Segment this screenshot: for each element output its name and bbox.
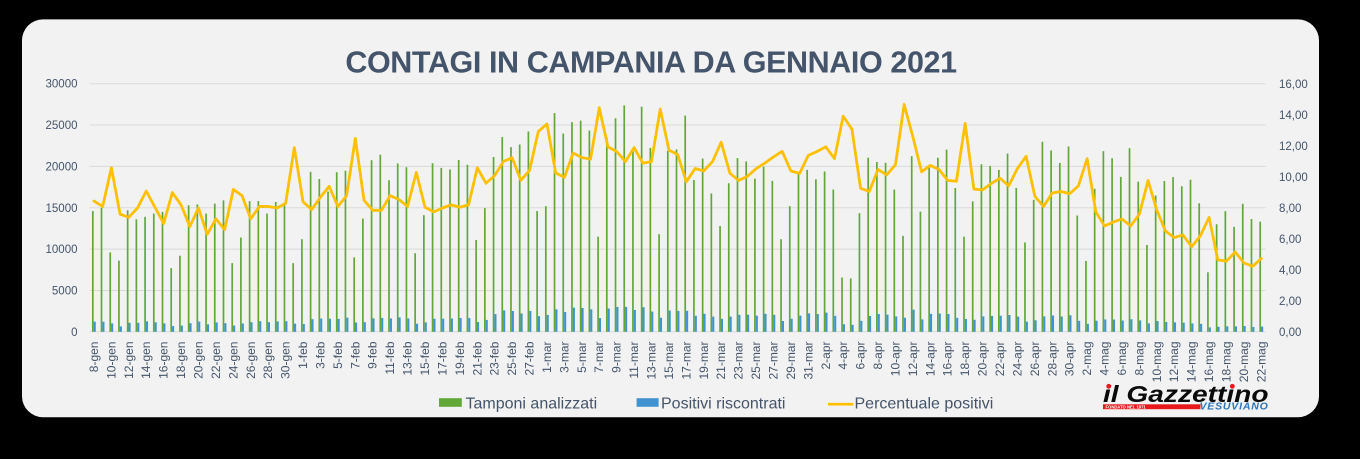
svg-text:24-gen: 24-gen xyxy=(226,342,240,379)
svg-text:11-feb: 11-feb xyxy=(383,341,397,374)
svg-text:10-mag: 10-mag xyxy=(1150,342,1164,383)
svg-text:12,00: 12,00 xyxy=(1279,141,1308,153)
svg-text:30000: 30000 xyxy=(46,79,78,91)
svg-text:8-gen: 8-gen xyxy=(87,342,101,373)
svg-text:18-gen: 18-gen xyxy=(174,342,188,379)
svg-text:5-feb: 5-feb xyxy=(331,341,345,369)
svg-text:23-feb: 23-feb xyxy=(488,341,502,375)
svg-text:1-feb: 1-feb xyxy=(296,341,310,369)
svg-text:CONTAGI IN CAMPANIA DA GENNAIO: CONTAGI IN CAMPANIA DA GENNAIO 2021 xyxy=(345,46,957,80)
svg-text:7-mar: 7-mar xyxy=(592,342,606,373)
svg-text:6-apr: 6-apr xyxy=(854,341,868,369)
svg-text:12-mag: 12-mag xyxy=(1167,342,1181,383)
svg-text:Tamponi analizzati: Tamponi analizzati xyxy=(466,396,598,413)
svg-text:14-gen: 14-gen xyxy=(139,342,153,379)
svg-text:6,00: 6,00 xyxy=(1279,234,1301,246)
svg-text:7-feb: 7-feb xyxy=(348,341,362,369)
svg-text:3-feb: 3-feb xyxy=(313,341,327,369)
svg-text:26-apr: 26-apr xyxy=(1028,341,1042,376)
svg-text:6-mag: 6-mag xyxy=(1115,342,1129,376)
svg-text:16,00: 16,00 xyxy=(1279,79,1308,91)
svg-text:20-gen: 20-gen xyxy=(192,342,206,379)
svg-text:10000: 10000 xyxy=(46,244,78,256)
svg-text:25000: 25000 xyxy=(46,120,78,132)
svg-text:19-feb: 19-feb xyxy=(453,341,467,375)
svg-text:22-apr: 22-apr xyxy=(993,341,1007,376)
svg-text:2,00: 2,00 xyxy=(1279,296,1301,308)
svg-text:20-apr: 20-apr xyxy=(976,341,990,376)
svg-text:15-mar: 15-mar xyxy=(662,342,676,380)
svg-text:FONDATO NEL 1971: FONDATO NEL 1971 xyxy=(1106,404,1147,409)
svg-text:2-mag: 2-mag xyxy=(1080,342,1094,376)
svg-text:17-feb: 17-feb xyxy=(435,341,449,375)
svg-text:25-mar: 25-mar xyxy=(749,342,763,380)
svg-text:9-feb: 9-feb xyxy=(366,341,380,369)
svg-text:4,00: 4,00 xyxy=(1279,265,1301,277)
svg-text:9-mar: 9-mar xyxy=(610,342,624,373)
svg-text:10-apr: 10-apr xyxy=(888,341,902,376)
svg-text:4-apr: 4-apr xyxy=(836,341,850,369)
svg-text:20000: 20000 xyxy=(46,161,78,173)
svg-text:18-apr: 18-apr xyxy=(958,341,972,376)
svg-text:5000: 5000 xyxy=(52,285,78,297)
svg-text:il Gazzettino: il Gazzettino xyxy=(1103,381,1269,407)
svg-text:Percentuale positivi: Percentuale positivi xyxy=(855,396,994,413)
svg-text:15000: 15000 xyxy=(46,203,78,215)
svg-text:23-mar: 23-mar xyxy=(732,342,746,380)
svg-text:12-apr: 12-apr xyxy=(906,341,920,376)
svg-text:3-mar: 3-mar xyxy=(557,342,571,373)
svg-text:18-mag: 18-mag xyxy=(1220,342,1234,383)
svg-text:4-mag: 4-mag xyxy=(1098,342,1112,376)
svg-text:29-mar: 29-mar xyxy=(784,342,798,380)
svg-text:8-apr: 8-apr xyxy=(871,341,885,369)
svg-text:10,00: 10,00 xyxy=(1279,172,1308,184)
svg-text:22-mag: 22-mag xyxy=(1254,342,1268,383)
svg-text:25-feb: 25-feb xyxy=(505,341,519,375)
svg-text:19-mar: 19-mar xyxy=(697,342,711,380)
svg-text:30-gen: 30-gen xyxy=(279,342,293,379)
svg-text:Positivi riscontrati: Positivi riscontrati xyxy=(661,396,785,413)
svg-text:24-apr: 24-apr xyxy=(1010,341,1024,376)
svg-text:28-gen: 28-gen xyxy=(261,342,275,379)
svg-text:30-apr: 30-apr xyxy=(1063,341,1077,376)
svg-text:31-mar: 31-mar xyxy=(801,342,815,380)
svg-text:16-gen: 16-gen xyxy=(157,342,171,379)
svg-text:2-apr: 2-apr xyxy=(819,341,833,369)
svg-text:21-feb: 21-feb xyxy=(470,341,484,375)
svg-text:0,00: 0,00 xyxy=(1279,327,1301,339)
svg-text:11-mar: 11-mar xyxy=(627,342,641,379)
svg-text:12-gen: 12-gen xyxy=(122,342,136,379)
svg-text:14-mag: 14-mag xyxy=(1185,342,1199,383)
svg-text:28-apr: 28-apr xyxy=(1045,341,1059,376)
svg-text:10-gen: 10-gen xyxy=(104,342,118,379)
svg-text:1-mar: 1-mar xyxy=(540,342,554,373)
svg-text:20-mag: 20-mag xyxy=(1237,342,1251,383)
svg-text:21-mar: 21-mar xyxy=(714,342,728,380)
svg-text:16-apr: 16-apr xyxy=(941,341,955,376)
svg-text:16-mag: 16-mag xyxy=(1202,342,1216,383)
svg-text:13-feb: 13-feb xyxy=(401,341,415,375)
svg-text:VESUVIANO: VESUVIANO xyxy=(1200,401,1269,413)
svg-text:13-mar: 13-mar xyxy=(645,342,659,380)
svg-text:22-gen: 22-gen xyxy=(209,342,223,379)
svg-text:15-feb: 15-feb xyxy=(418,341,432,375)
svg-text:5-mar: 5-mar xyxy=(575,342,589,373)
svg-text:17-mar: 17-mar xyxy=(679,342,693,380)
svg-text:14-apr: 14-apr xyxy=(923,341,937,376)
svg-text:8,00: 8,00 xyxy=(1279,203,1301,215)
svg-text:14,00: 14,00 xyxy=(1279,110,1308,122)
svg-text:8-mag: 8-mag xyxy=(1132,342,1146,376)
svg-text:26-gen: 26-gen xyxy=(244,342,258,379)
svg-text:27-feb: 27-feb xyxy=(523,341,537,375)
svg-text:0: 0 xyxy=(71,327,77,339)
svg-text:27-mar: 27-mar xyxy=(766,342,780,380)
